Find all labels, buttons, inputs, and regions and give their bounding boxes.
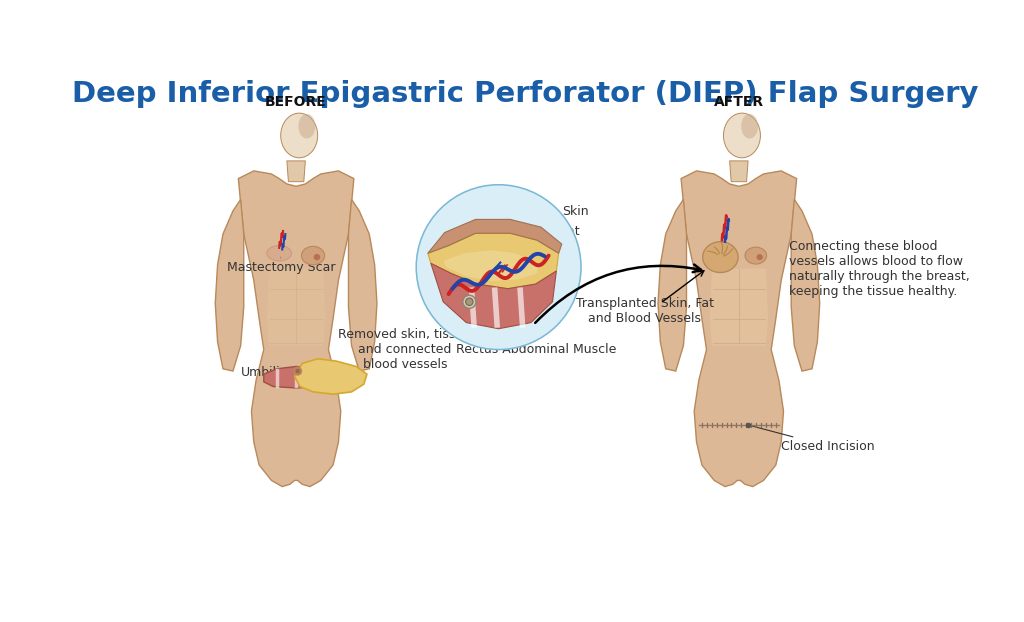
Text: BEFORE: BEFORE [265, 95, 327, 109]
Text: Umbilicus: Umbilicus [241, 366, 302, 379]
Ellipse shape [741, 114, 758, 139]
Ellipse shape [267, 246, 292, 261]
Circle shape [466, 298, 473, 305]
Text: Mastectomy Scar: Mastectomy Scar [226, 257, 335, 274]
Polygon shape [730, 161, 749, 182]
Text: Closed Incision: Closed Incision [749, 425, 874, 453]
Text: Connecting these blood
vessels allows blood to flow
naturally through the breast: Connecting these blood vessels allows bl… [788, 240, 970, 298]
Circle shape [313, 254, 321, 261]
Polygon shape [287, 161, 305, 182]
Ellipse shape [298, 114, 315, 139]
Ellipse shape [301, 246, 325, 265]
Text: Transplanted Skin, Fat
and Blood Vessels: Transplanted Skin, Fat and Blood Vessels [575, 297, 714, 325]
Text: Fat: Fat [541, 225, 581, 250]
Text: Skin: Skin [536, 205, 589, 227]
Polygon shape [431, 263, 556, 329]
Polygon shape [710, 269, 768, 346]
Circle shape [416, 184, 582, 350]
Circle shape [463, 295, 476, 309]
Ellipse shape [724, 113, 761, 158]
Circle shape [294, 367, 302, 375]
Polygon shape [681, 171, 797, 486]
FancyArrowPatch shape [536, 264, 701, 323]
Text: AFTER: AFTER [714, 95, 764, 109]
Circle shape [296, 369, 300, 373]
Polygon shape [264, 366, 341, 388]
Text: Deep Inferior Epigastric Perforator (DIEP) Flap Surgery: Deep Inferior Epigastric Perforator (DIE… [72, 80, 978, 108]
Polygon shape [267, 269, 326, 346]
Ellipse shape [702, 242, 738, 272]
Polygon shape [302, 365, 359, 389]
Polygon shape [710, 269, 768, 346]
Circle shape [757, 254, 763, 260]
Ellipse shape [281, 113, 317, 158]
Polygon shape [443, 250, 539, 281]
Ellipse shape [745, 247, 767, 264]
Text: Rectus Abdominal Muscle: Rectus Abdominal Muscle [457, 327, 616, 356]
Polygon shape [319, 298, 460, 365]
Polygon shape [295, 359, 367, 394]
Polygon shape [428, 233, 559, 289]
Polygon shape [348, 200, 377, 371]
Polygon shape [428, 220, 562, 253]
Text: Removed skin, tissue
and connected
blood vessels: Removed skin, tissue and connected blood… [339, 328, 471, 371]
Polygon shape [215, 200, 244, 371]
Polygon shape [239, 171, 354, 486]
Polygon shape [658, 200, 686, 371]
Polygon shape [792, 200, 819, 371]
